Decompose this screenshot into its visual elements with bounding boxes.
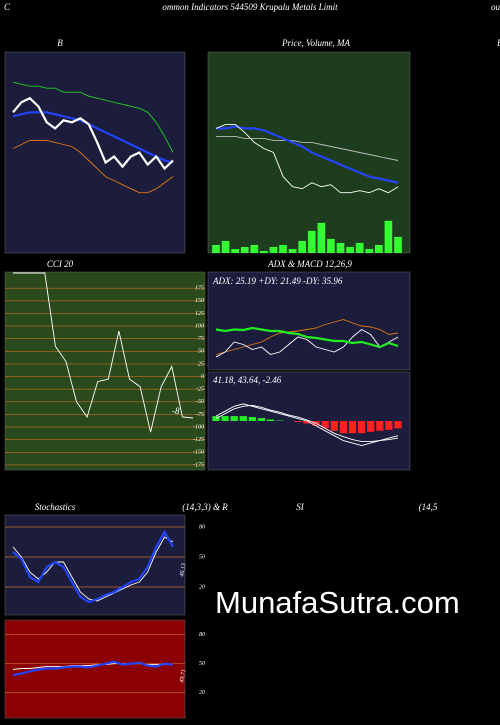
y-tick-label: 50 bbox=[199, 554, 205, 560]
header-right: ou bbox=[491, 2, 500, 12]
series-line bbox=[12, 111, 174, 164]
chart-title: B bbox=[57, 38, 63, 48]
chart-subtitle: (14,3,3) & R bbox=[182, 502, 228, 512]
y-tick-label: 50 bbox=[198, 349, 204, 355]
bar bbox=[355, 242, 364, 253]
y-tick-label: -150 bbox=[193, 450, 204, 456]
bar bbox=[330, 421, 338, 431]
bar bbox=[260, 250, 268, 253]
bar bbox=[257, 418, 266, 421]
bar bbox=[346, 246, 354, 253]
y-tick-label: -100 bbox=[193, 424, 204, 430]
bar bbox=[317, 222, 326, 253]
bar bbox=[294, 421, 302, 422]
bar bbox=[375, 244, 383, 253]
y-tick-label: -25 bbox=[196, 387, 204, 393]
panel bbox=[4, 51, 186, 254]
bar bbox=[365, 248, 374, 253]
panel bbox=[4, 514, 186, 616]
series-line bbox=[13, 272, 194, 433]
y-tick-label: -175 bbox=[193, 462, 204, 468]
bar bbox=[327, 238, 335, 253]
bar bbox=[269, 246, 278, 253]
y-tick-label: 75 bbox=[198, 336, 204, 342]
panel bbox=[207, 51, 411, 254]
bar bbox=[339, 421, 348, 434]
bar bbox=[221, 240, 230, 253]
chart-title: CCI 20 bbox=[47, 259, 74, 269]
bar bbox=[394, 236, 402, 253]
bar bbox=[307, 230, 316, 253]
bar bbox=[385, 421, 393, 430]
chart-subtitle: (14,5 bbox=[419, 502, 438, 512]
bar bbox=[279, 244, 287, 253]
bar bbox=[240, 246, 249, 253]
y-tick-label: 20 bbox=[199, 584, 205, 590]
y-tick-label: 175 bbox=[195, 286, 204, 292]
series-line bbox=[215, 326, 399, 349]
annotation: -8 bbox=[172, 406, 180, 416]
bar bbox=[230, 416, 238, 421]
series-line bbox=[216, 135, 399, 161]
series-line bbox=[12, 81, 174, 153]
y-tick-label: 100 bbox=[195, 323, 204, 329]
bar bbox=[303, 421, 311, 424]
panel bbox=[207, 271, 411, 371]
series-line bbox=[12, 96, 174, 171]
y-tick-label: 150 bbox=[195, 298, 204, 304]
bar bbox=[384, 220, 393, 253]
annotation: 49.71 bbox=[178, 669, 187, 684]
series-line bbox=[216, 125, 399, 184]
annotation: ADX: 25.19 +DY: 21.49 -DY: 35.96 bbox=[212, 276, 343, 286]
bar bbox=[212, 244, 220, 253]
panel bbox=[4, 271, 206, 471]
bar bbox=[394, 421, 402, 429]
watermark: MunafaSutra.com bbox=[215, 585, 460, 620]
header-edge: B bbox=[497, 38, 500, 48]
annotation: 41.18, 43.64, -2.46 bbox=[213, 375, 282, 385]
header-title: ommon Indicators 544509 Krupalu Metals L… bbox=[162, 2, 338, 12]
bar bbox=[298, 240, 307, 253]
bar bbox=[348, 421, 357, 434]
series-line bbox=[12, 529, 174, 604]
bar bbox=[250, 244, 259, 253]
y-tick-label: -50 bbox=[196, 399, 204, 405]
y-tick-label: 25 bbox=[198, 361, 204, 367]
bar bbox=[239, 416, 247, 421]
series-line bbox=[215, 404, 399, 443]
series-line bbox=[215, 328, 399, 358]
annotation: 46.13 bbox=[178, 563, 187, 578]
series-line bbox=[12, 660, 174, 677]
bar bbox=[376, 421, 384, 431]
bar bbox=[266, 419, 275, 421]
bar bbox=[288, 248, 297, 253]
header-left: C bbox=[4, 2, 11, 12]
y-tick-label: 0 bbox=[201, 374, 204, 380]
chart-title: Stochastics bbox=[35, 502, 76, 512]
y-tick-label: -75 bbox=[196, 412, 204, 418]
chart-title: SI bbox=[296, 502, 305, 512]
y-tick-label: 50 bbox=[199, 661, 205, 667]
y-tick-label: 20 bbox=[199, 690, 205, 696]
bar bbox=[357, 421, 366, 434]
y-tick-label: 80 bbox=[199, 524, 205, 530]
bar bbox=[367, 421, 375, 432]
series-line bbox=[215, 403, 399, 446]
chart-title: Price, Volume, MA bbox=[281, 38, 350, 48]
bar bbox=[321, 421, 329, 429]
bar bbox=[231, 248, 239, 253]
series-line bbox=[12, 139, 174, 194]
series-line bbox=[215, 123, 399, 194]
panel bbox=[4, 619, 186, 719]
bar bbox=[221, 416, 229, 421]
bar bbox=[248, 417, 257, 421]
y-tick-label: -125 bbox=[193, 437, 204, 443]
y-tick-label: 125 bbox=[195, 311, 204, 317]
bar bbox=[336, 242, 345, 253]
chart-title: ADX & MACD 12,26,9 bbox=[267, 259, 352, 269]
y-tick-label: 80 bbox=[199, 632, 205, 638]
